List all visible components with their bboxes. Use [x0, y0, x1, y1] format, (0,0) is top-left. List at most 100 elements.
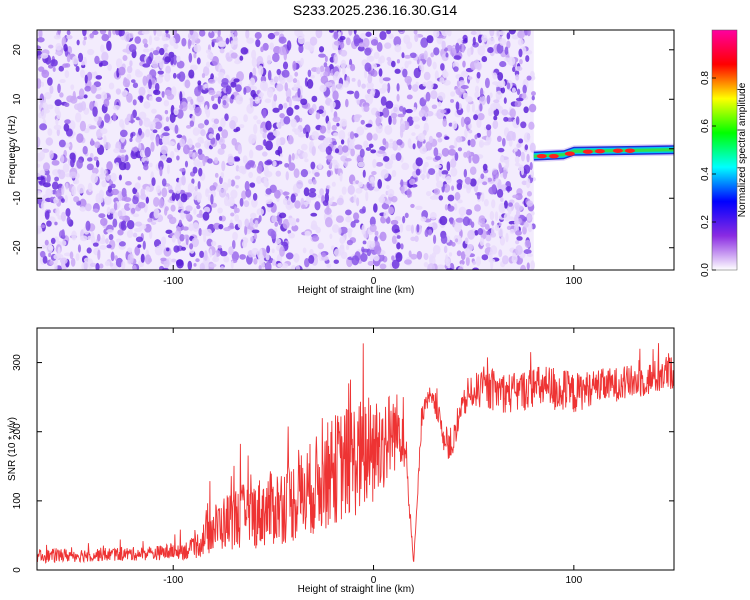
noise-speckle: [333, 162, 340, 169]
noise-speckle: [66, 30, 71, 36]
noise-speckle: [512, 66, 516, 73]
noise-speckle: [432, 61, 437, 70]
noise-speckle: [118, 241, 126, 247]
noise-speckle: [178, 219, 182, 227]
noise-speckle: [46, 174, 51, 184]
noise-speckle: [303, 41, 312, 50]
noise-speckle: [187, 182, 195, 194]
noise-speckle: [274, 221, 279, 227]
noise-speckle: [319, 188, 325, 196]
noise-speckle: [311, 235, 320, 242]
noise-speckle: [340, 49, 348, 57]
noise-speckle: [290, 193, 296, 203]
noise-speckle: [450, 158, 457, 169]
noise-speckle: [244, 225, 248, 236]
noise-speckle: [287, 135, 294, 145]
noise-speckle: [259, 80, 268, 91]
noise-speckle: [466, 103, 471, 113]
noise-speckle: [328, 30, 334, 33]
noise-speckle: [194, 106, 202, 117]
noise-speckle: [209, 30, 213, 33]
noise-speckle: [37, 37, 45, 43]
noise-speckle: [394, 216, 402, 221]
noise-speckle: [87, 235, 92, 240]
y-tick-label: 0: [12, 567, 23, 573]
plot-frame-top: [36, 29, 675, 271]
noise-speckle: [135, 236, 143, 243]
noise-speckle: [264, 98, 272, 104]
noise-speckle: [420, 37, 429, 48]
noise-speckle: [373, 203, 378, 213]
noise-speckle: [205, 49, 212, 54]
noise-speckle: [187, 260, 193, 270]
noise-speckle: [121, 260, 126, 270]
noise-speckle: [469, 178, 477, 187]
noise-speckle: [468, 155, 472, 164]
noise-speckle: [243, 87, 247, 95]
noise-speckle: [396, 242, 401, 250]
noise-speckle: [230, 94, 235, 100]
noise-speckle: [292, 60, 297, 72]
noise-speckle: [444, 136, 450, 140]
noise-speckle: [523, 132, 531, 143]
noise-speckle: [479, 87, 484, 98]
noise-speckle: [241, 240, 248, 248]
snr-series-line: [37, 343, 674, 564]
noise-speckle: [300, 197, 305, 207]
noise-speckle: [242, 155, 248, 164]
noise-speckle: [112, 104, 121, 111]
noise-speckle: [198, 167, 203, 177]
noise-speckle: [226, 56, 233, 62]
noise-speckle: [456, 250, 462, 257]
noise-speckle: [423, 71, 431, 81]
noise-speckle: [220, 265, 225, 270]
noise-speckle: [157, 70, 164, 75]
noise-speckle: [153, 89, 161, 96]
noise-speckle: [256, 119, 262, 125]
noise-speckle: [93, 156, 99, 161]
noise-speckle: [354, 90, 360, 99]
noise-speckle: [53, 124, 62, 131]
noise-speckle: [279, 113, 285, 119]
noise-speckle: [469, 138, 476, 148]
noise-speckle: [528, 103, 537, 113]
top-y-axis: -20 -10 0 10 20: [12, 44, 674, 255]
noise-speckle: [99, 245, 107, 250]
noise-speckle: [511, 253, 518, 264]
noise-speckle: [486, 177, 493, 182]
noise-speckle: [454, 152, 459, 161]
noise-speckle: [392, 116, 397, 125]
noise-speckle: [233, 156, 240, 162]
noise-speckle: [476, 192, 481, 200]
noise-speckle: [371, 171, 377, 176]
noise-speckle: [381, 202, 390, 210]
noise-speckle: [78, 88, 85, 99]
noise-speckle: [428, 223, 433, 227]
noise-speckle: [429, 254, 434, 264]
noise-speckle: [345, 216, 352, 223]
noise-speckle: [499, 30, 506, 36]
x-tick-label: 0: [371, 575, 377, 586]
noise-speckle: [326, 263, 332, 269]
noise-speckle: [222, 99, 227, 106]
noise-speckle: [135, 70, 143, 78]
y-tick-label: 100: [12, 492, 23, 509]
noise-speckle: [66, 54, 71, 63]
noise-speckle: [256, 55, 264, 66]
noise-speckle: [512, 194, 519, 199]
noise-speckle: [485, 234, 492, 242]
noise-speckle: [506, 82, 511, 90]
noise-speckle: [412, 143, 416, 150]
noise-speckle: [87, 48, 95, 56]
noise-speckle: [468, 123, 473, 129]
noise-speckle: [138, 111, 147, 120]
noise-speckle: [352, 212, 360, 221]
noise-speckle: [322, 199, 329, 207]
noise-speckle: [276, 160, 283, 165]
noise-speckle: [203, 233, 207, 243]
noise-speckle: [493, 115, 498, 121]
noise-speckle: [84, 85, 92, 92]
noise-speckle: [214, 157, 219, 164]
noise-speckle: [297, 149, 301, 154]
